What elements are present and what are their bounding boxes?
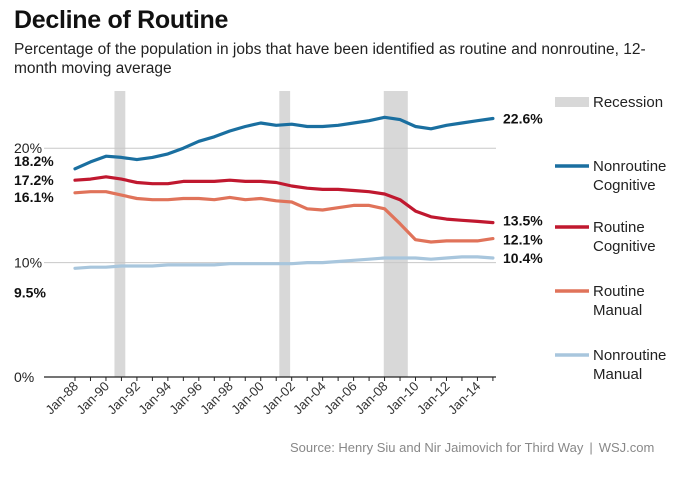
- x-tick-label-jan-12: Jan-12: [414, 379, 453, 418]
- y-axis-labels: 0% 10% 20%: [14, 140, 42, 385]
- end-label-routine-cognitive: 13.5%: [503, 213, 543, 229]
- start-label-routine-manual: 16.1%: [14, 189, 54, 205]
- recession-band-3: [383, 91, 408, 377]
- x-tick-label-jan-94: Jan-94: [135, 379, 174, 418]
- x-tick-label-jan-96: Jan-96: [166, 379, 205, 418]
- start-label-routine-cognitive: 17.2%: [14, 172, 54, 188]
- series-line-routine-manual: [73, 190, 495, 244]
- series-line-nonroutine-cognitive: [73, 115, 495, 171]
- gridlines: [44, 147, 496, 264]
- legend-label-recession: Recession: [593, 94, 663, 111]
- series-line-routine-cognitive: [73, 175, 495, 225]
- x-tick-label-jan-98: Jan-98: [197, 379, 236, 418]
- recession-band-1: [114, 91, 126, 377]
- x-axis-labels: Jan-88Jan-90Jan-92Jan-94Jan-96Jan-98Jan-…: [42, 379, 483, 418]
- start-label-nonroutine-cognitive: 18.2%: [14, 153, 54, 169]
- recession-bands: [114, 91, 408, 377]
- start-value-labels: 18.2% 17.2%16.1% 9.5%: [14, 153, 54, 301]
- end-value-labels: 22.6% 13.5% 12.1% 10.4%: [503, 110, 543, 266]
- x-tick-label-jan-88: Jan-88: [42, 379, 81, 418]
- y-tick-label-0: 0%: [14, 369, 34, 385]
- x-tick-label-jan-92: Jan-92: [104, 379, 143, 418]
- legend-label-nonroutine-manual-line-1: Nonroutine: [593, 347, 666, 364]
- chart-title: Decline of Routine: [14, 6, 229, 34]
- source-text: Source: Henry Siu and Nir Jaimovich for …: [290, 440, 584, 455]
- end-label-nonroutine-manual: 10.4%: [503, 250, 543, 266]
- legend-label-routine-cognitive-line-2: Cognitive: [593, 238, 656, 255]
- legend: Recession Nonroutine Cognitive Routine Cogni…: [555, 94, 666, 383]
- end-label-nonroutine-cognitive: 22.6%: [503, 110, 543, 126]
- source-note: Source: Henry Siu and Nir Jaimovich for …: [290, 440, 654, 455]
- recession-band-2: [279, 91, 291, 377]
- series-lines: [73, 115, 495, 270]
- series-line-nonroutine-manual: [73, 255, 495, 270]
- source-separator: |: [589, 440, 593, 455]
- x-tick-label-jan-10: Jan-10: [383, 379, 422, 418]
- start-label-nonroutine-manual: 9.5%: [14, 284, 46, 300]
- legend-label-nonroutine-cognitive-line-1: Nonroutine: [593, 158, 666, 175]
- x-tick-label-jan-04: Jan-04: [290, 379, 329, 418]
- x-tick-label-jan-00: Jan-00: [228, 379, 267, 418]
- x-tick-label-jan-08: Jan-08: [352, 379, 391, 418]
- legend-label-nonroutine-manual-line-2: Manual: [593, 366, 642, 383]
- x-axis: [44, 376, 496, 381]
- x-tick-label-jan-06: Jan-06: [321, 379, 360, 418]
- legend-label-routine-manual-line-2: Manual: [593, 302, 642, 319]
- x-tick-label-jan-14: Jan-14: [445, 379, 484, 418]
- source-outlet: WSJ.com: [598, 440, 655, 455]
- legend-label-routine-cognitive-line-1: Routine: [593, 219, 645, 236]
- x-tick-label-jan-02: Jan-02: [259, 379, 298, 418]
- legend-swatch-recession: [555, 97, 589, 107]
- legend-label-nonroutine-cognitive-line-2: Cognitive: [593, 177, 656, 194]
- legend-label-routine-manual-line-1: Routine: [593, 283, 645, 300]
- y-tick-label-10: 10%: [14, 255, 42, 271]
- x-tick-label-jan-90: Jan-90: [73, 379, 112, 418]
- end-label-routine-manual: 12.1%: [503, 232, 543, 248]
- chart-subtitle: Percentage of the population in jobs tha…: [14, 41, 646, 77]
- y-tick-label-20: 20%: [14, 140, 42, 156]
